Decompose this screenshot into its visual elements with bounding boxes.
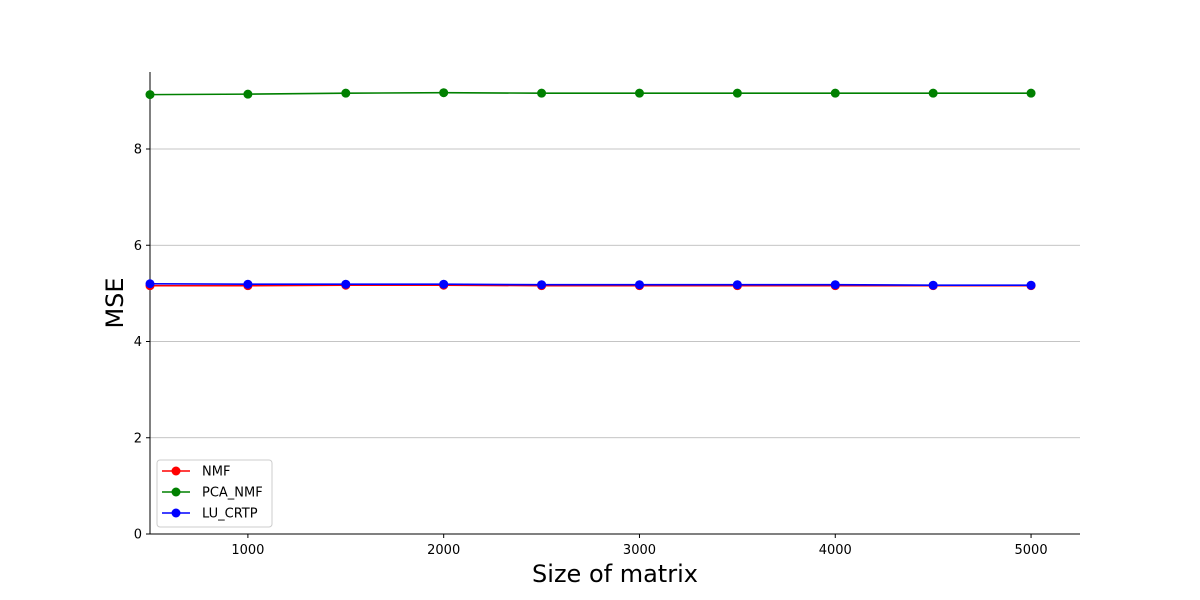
legend: NMF PCA_NMF LU_CRTP: [156, 459, 273, 528]
data-point: [537, 280, 547, 290]
y-tick-label: 8: [134, 143, 142, 158]
gridlines: [150, 148, 1080, 439]
legend-label: NMF: [202, 465, 230, 480]
legend-marker: [171, 508, 181, 518]
y-tick-label: 6: [134, 239, 142, 254]
x-tick-label: 4000: [819, 543, 852, 558]
legend-box: [156, 459, 273, 528]
legend-item: LU_CRTP: [162, 507, 258, 522]
data-point: [1026, 88, 1036, 98]
y-tick-label: 2: [134, 431, 142, 446]
data-point: [928, 280, 938, 290]
x-tick-label: 1000: [231, 543, 264, 558]
data-point: [830, 88, 840, 98]
data-point: [732, 280, 742, 290]
legend-marker: [171, 487, 181, 497]
legend-label: LU_CRTP: [202, 507, 258, 522]
series-line: [149, 282, 1032, 286]
series-pca-nmf: [145, 88, 1036, 100]
x-tick-label: 3000: [623, 543, 656, 558]
data-point: [732, 88, 742, 98]
data-point: [341, 88, 351, 98]
series-lines: [145, 88, 1036, 291]
y-tick-label: 0: [134, 528, 142, 543]
y-tick-label: 4: [134, 335, 142, 350]
data-point: [341, 279, 351, 289]
axes: [149, 72, 1080, 535]
data-point: [145, 90, 155, 100]
data-point: [634, 280, 644, 290]
data-point: [830, 280, 840, 290]
series-lu-crtp: [145, 279, 1036, 290]
data-point: [928, 88, 938, 98]
legend-item: NMF: [162, 465, 230, 480]
x-tick-label: 5000: [1015, 543, 1048, 558]
data-point: [537, 88, 547, 98]
x-tick-label: 2000: [427, 543, 460, 558]
y-ticks: 0 2 4 6 8: [134, 143, 150, 543]
data-point: [243, 89, 253, 99]
data-point: [439, 88, 449, 98]
data-point: [1026, 280, 1036, 290]
data-point: [439, 279, 449, 289]
legend-marker: [171, 466, 181, 476]
legend-item: PCA_NMF: [162, 486, 263, 501]
data-point: [145, 279, 155, 289]
x-axis-title: Size of matrix: [532, 560, 698, 588]
legend-label: PCA_NMF: [202, 486, 263, 501]
data-point: [243, 279, 253, 289]
x-ticks: 1000 2000 3000 4000 5000: [231, 534, 1048, 558]
series-line: [149, 91, 1032, 96]
data-point: [634, 88, 644, 98]
y-axis-title: MSE: [101, 277, 129, 328]
